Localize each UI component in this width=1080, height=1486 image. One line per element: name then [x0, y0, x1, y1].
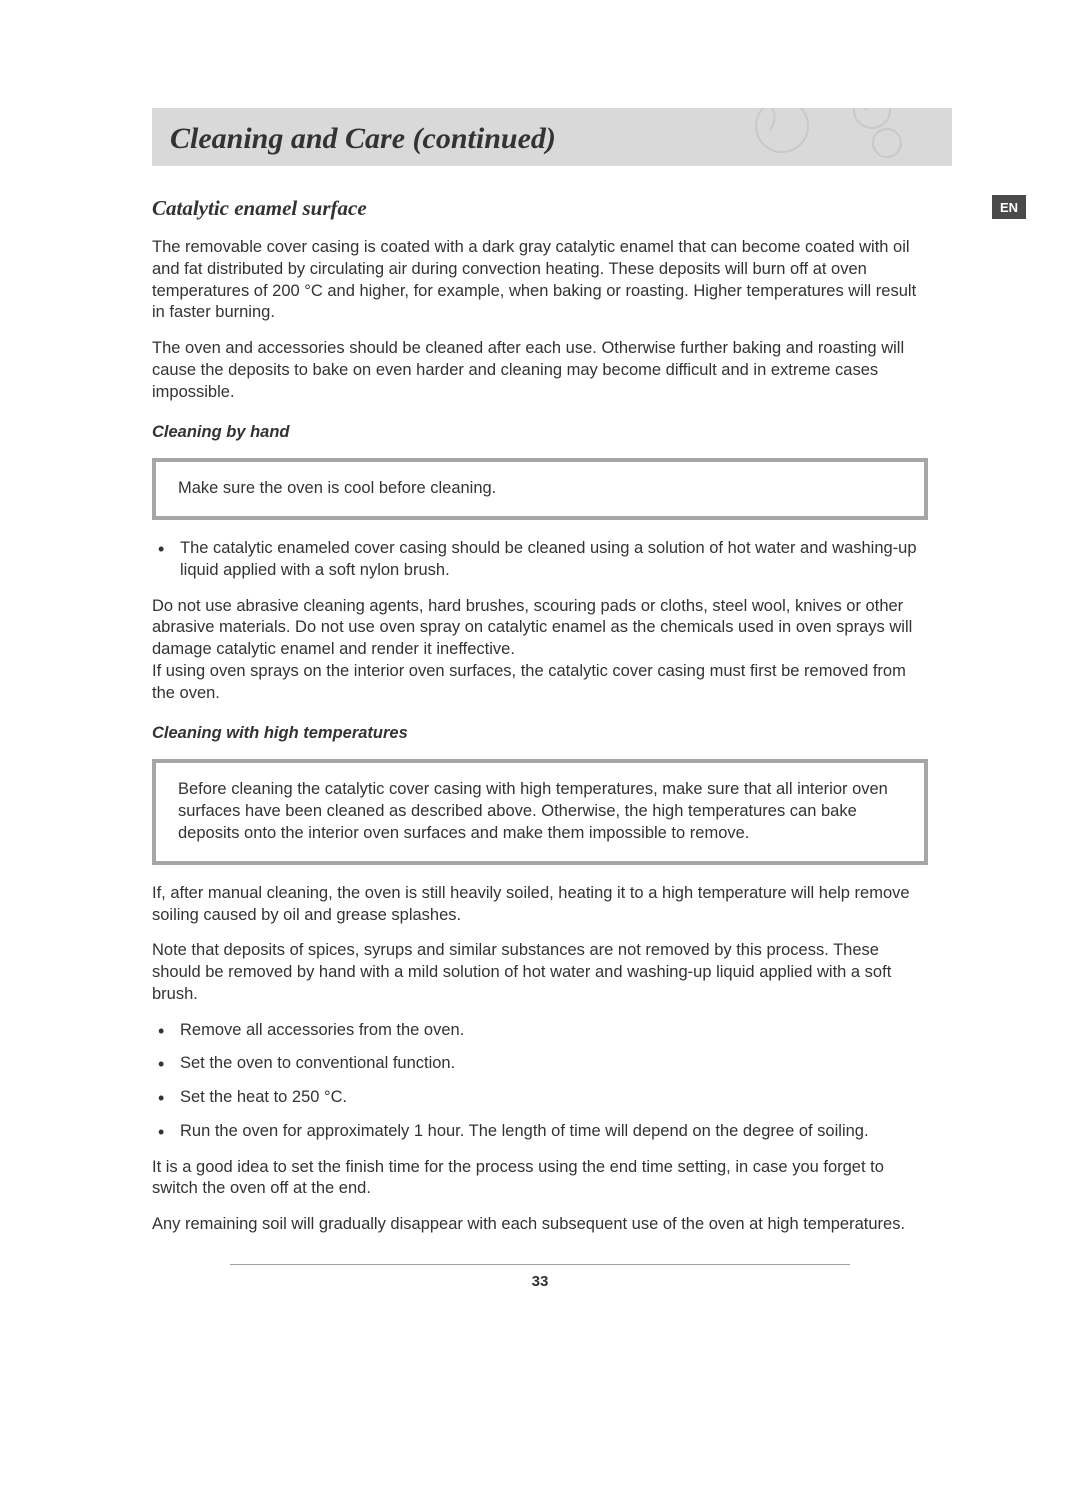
paragraph-after-bullets-1: Do not use abrasive cleaning agents, har…	[152, 596, 928, 705]
subheading-cleaning-by-hand: Cleaning by hand	[152, 423, 928, 442]
page-number: 33	[152, 1273, 928, 1290]
callout-text-2: Before cleaning the catalytic cover casi…	[178, 779, 902, 844]
high-temp-para-3: It is a good idea to set the finish time…	[152, 1157, 928, 1201]
footer-divider	[230, 1264, 850, 1265]
subheading-high-temp: Cleaning with high temperatures	[152, 724, 928, 743]
list-item: The catalytic enameled cover casing shou…	[152, 538, 928, 582]
header-bar: Cleaning and Care (continued)	[152, 108, 952, 166]
callout-box-2: Before cleaning the catalytic cover casi…	[152, 759, 928, 864]
list-item: Remove all accessories from the oven.	[152, 1020, 928, 1042]
high-temp-para-4: Any remaining soil will gradually disapp…	[152, 1214, 928, 1236]
callout-box-1: Make sure the oven is cool before cleani…	[152, 458, 928, 520]
section-title: Catalytic enamel surface	[152, 196, 928, 221]
intro-paragraph-1: The removable cover casing is coated wit…	[152, 237, 928, 324]
callout-text-1: Make sure the oven is cool before cleani…	[178, 478, 902, 500]
list-item: Set the heat to 250 °C.	[152, 1087, 928, 1109]
bullet-list-2: Remove all accessories from the oven. Se…	[152, 1020, 928, 1143]
page-title: Cleaning and Care (continued)	[170, 122, 934, 156]
page-container: Cleaning and Care (continued) Catalytic …	[0, 0, 1080, 1330]
content-area: Catalytic enamel surface The removable c…	[152, 196, 928, 1290]
high-temp-para-2: Note that deposits of spices, syrups and…	[152, 940, 928, 1005]
list-item: Set the oven to conventional function.	[152, 1053, 928, 1075]
intro-paragraph-2: The oven and accessories should be clean…	[152, 338, 928, 403]
high-temp-para-1: If, after manual cleaning, the oven is s…	[152, 883, 928, 927]
list-item: Run the oven for approximately 1 hour. T…	[152, 1121, 928, 1143]
bullet-list-1: The catalytic enameled cover casing shou…	[152, 538, 928, 582]
